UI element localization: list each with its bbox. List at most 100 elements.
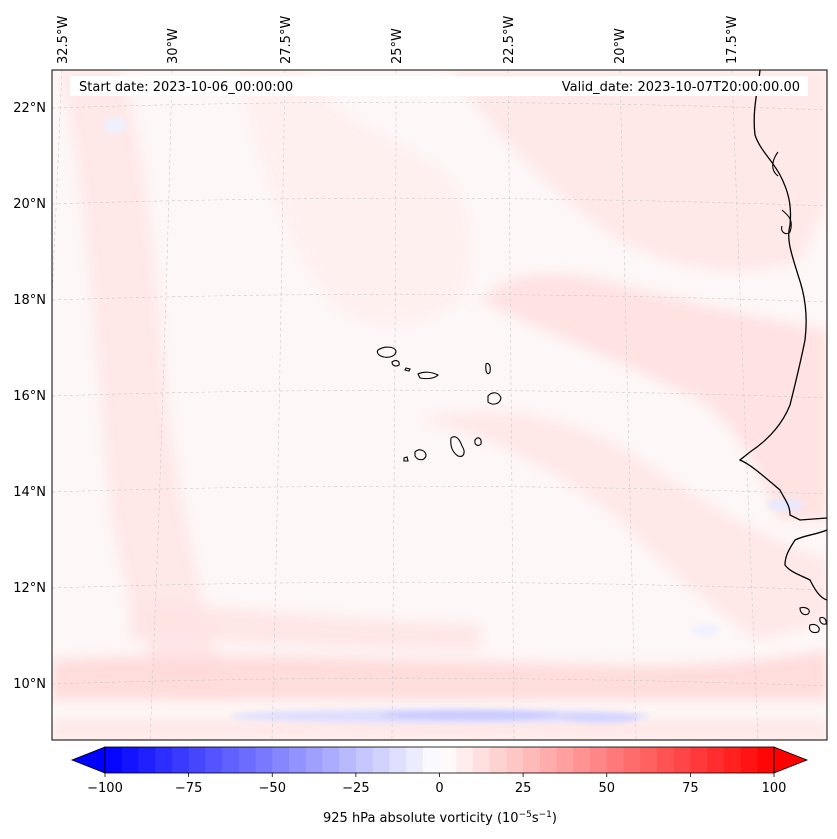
island-sao-nicolau (417, 371, 439, 380)
colorbar-tick-label: 25 (515, 781, 532, 796)
colorbar-cell (606, 747, 624, 773)
colorbar-cell (105, 747, 123, 773)
start-date-label: Start date: 2023-10-06_00:00:00 (79, 80, 293, 95)
colorbar-cell (121, 747, 139, 773)
lon-label-25w: 25°W (390, 28, 405, 64)
lat-label-20n: 20°N (13, 197, 46, 212)
colorbar-cell (489, 747, 507, 773)
island-santiago (450, 436, 465, 457)
colorbar-cell (573, 747, 591, 773)
map-frame (51, 69, 828, 741)
colorbar-cell (272, 747, 290, 773)
lon-label-17-5w: 17.5°W (725, 16, 740, 64)
colorbar-cell (673, 747, 691, 773)
lon-label-30w: 30°W (166, 28, 181, 64)
island-boa-vista (487, 392, 502, 405)
colorbar-cell (406, 747, 424, 773)
island-sal (485, 362, 491, 375)
colorbar-cell (556, 747, 574, 773)
colorbar-cell (372, 747, 390, 773)
colorbar-cell (305, 747, 323, 773)
colorbar-ticks: −100 −75 −50 −25 0 25 50 75 100 (87, 773, 786, 796)
latitude-labels: 22°N 20°N 18°N 16°N 14°N 12°N 10°N (13, 101, 46, 692)
colorbar-cell (439, 747, 457, 773)
colorbar-tick-label: −50 (259, 781, 286, 796)
colorbar-cell (757, 747, 775, 773)
colorbar-cell (238, 747, 257, 773)
cape-verde-islands (376, 346, 502, 462)
vorticity-field-positive (52, 70, 827, 740)
lon-label-27-5w: 27.5°W (279, 16, 294, 64)
island-sao-vicente (391, 360, 400, 367)
colorbar-cell (339, 747, 357, 773)
lat-label-22n: 22°N (13, 101, 46, 116)
colorbar-tick-label: 75 (682, 781, 699, 796)
colorbar-cell (138, 747, 156, 773)
lat-label-14n: 14°N (13, 485, 46, 500)
colorbar-tick-label: 50 (598, 781, 615, 796)
graticule (52, 70, 827, 740)
map-panel: Start date: 2023-10-06_00:00:00 Valid_da… (52, 70, 827, 740)
lat-label-18n: 18°N (13, 293, 46, 308)
lon-label-22-5w: 22.5°W (502, 16, 517, 64)
coast-islands-bijagos (799, 606, 827, 634)
colorbar-label: 925 hPa absolute vorticity (10−5s−1) (323, 810, 557, 826)
colorbar-tick-label: 0 (435, 781, 443, 796)
colorbar-label-unit: s (532, 811, 539, 826)
colorbar-cells (105, 747, 775, 773)
island-fogo (414, 449, 427, 461)
colorbar-tick-label: −75 (175, 781, 202, 796)
african-coastline-south (784, 529, 827, 601)
colorbar-cell (506, 747, 524, 773)
colorbar-label-exp2: −1 (539, 810, 552, 820)
colorbar-label-main: 925 hPa absolute vorticity (10 (323, 811, 519, 826)
colorbar-cell (623, 747, 641, 773)
island-santo-antao (376, 346, 397, 358)
colorbar-cell (523, 747, 541, 773)
lat-label-10n: 10°N (13, 677, 46, 692)
colorbar-cell (322, 747, 340, 773)
date-header-box (70, 76, 808, 96)
colorbar-extend-max-arrow (773, 746, 809, 774)
colorbar-cell (539, 747, 558, 773)
lat-label-16n: 16°N (13, 389, 46, 404)
colorbar-cell (590, 747, 608, 773)
colorbar-extend-min-arrow (70, 746, 106, 774)
colorbar-cell (472, 747, 491, 773)
colorbar-cell (723, 747, 742, 773)
colorbar-cell (171, 747, 190, 773)
coast-inlet (772, 151, 792, 235)
colorbar-cell (640, 747, 658, 773)
lat-label-12n: 12°N (13, 581, 46, 596)
island-brava (403, 456, 409, 462)
colorbar-cell (740, 747, 758, 773)
colorbar-label-exp1: −5 (519, 810, 532, 820)
colorbar-cell (422, 747, 441, 773)
colorbar-cell (355, 747, 374, 773)
african-coastline (738, 70, 827, 521)
colorbar-cell (389, 747, 407, 773)
colorbar-cell (205, 747, 223, 773)
colorbar-cell (690, 747, 708, 773)
valid-date-label: Valid_date: 2023-10-07T20:00:00.00 (562, 80, 800, 95)
longitude-labels: 32.5°W 30°W 27.5°W 25°W 22.5°W 20°W 17.5… (56, 16, 740, 64)
colorbar-cell (456, 747, 474, 773)
lon-label-32-5w: 32.5°W (56, 16, 71, 64)
island-maio (474, 437, 482, 446)
colorbar-cell (222, 747, 240, 773)
colorbar-cell (188, 747, 206, 773)
lon-label-20w: 20°W (613, 28, 628, 64)
island-santa-luzia (404, 367, 411, 372)
colorbar-tick-label: −100 (87, 781, 123, 796)
colorbar-cell (155, 747, 173, 773)
colorbar-cell (255, 747, 273, 773)
colorbar-cell (656, 747, 675, 773)
colorbar-cell (288, 747, 307, 773)
colorbar-label-close: ) (552, 811, 557, 826)
vorticity-field-negative (103, 117, 803, 723)
colorbar: −100 −75 −50 −25 0 25 50 75 100 925 hPa absolute… (70, 746, 809, 826)
colorbar-tick-label: 100 (762, 781, 787, 796)
colorbar-cell (707, 747, 725, 773)
colorbar-tick-label: −25 (342, 781, 369, 796)
